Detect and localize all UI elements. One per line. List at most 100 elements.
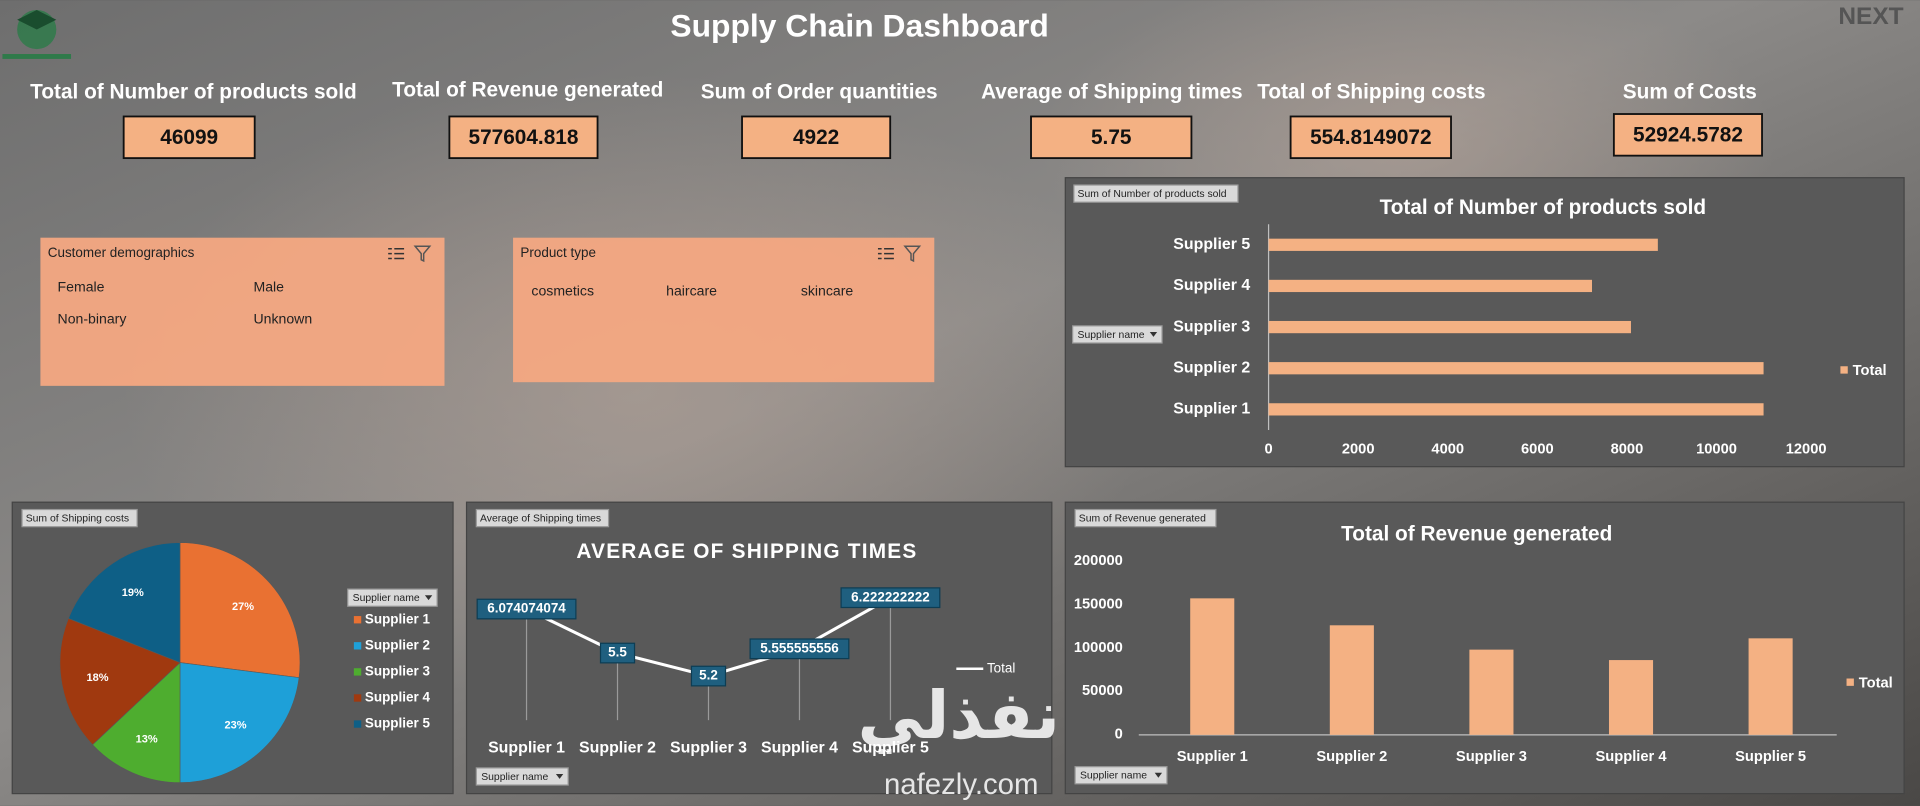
bar — [1268, 279, 1592, 293]
bar — [1268, 238, 1658, 251]
x-tick-label: Supplier 4 — [1596, 749, 1668, 765]
x-tick-label: Supplier 5 — [852, 740, 929, 757]
chart-title: Total of Revenue generated — [1341, 523, 1612, 546]
data-label: 27% — [232, 601, 254, 613]
legend-label: Total — [987, 660, 1015, 675]
data-label: 6.074074074 — [487, 601, 566, 616]
axis-field-button-label: Supplier name — [1078, 330, 1145, 341]
dashboard-title: Supply Chain Dashboard — [670, 8, 1048, 44]
slicer-item[interactable]: Male — [253, 279, 284, 295]
data-label-box — [599, 642, 636, 664]
legend-label: Supplier 5 — [365, 716, 431, 731]
x-tick-label: 0 — [1264, 441, 1272, 457]
pie-slice — [179, 662, 300, 783]
multi-select-button[interactable] — [388, 247, 405, 260]
kpi-value: 5.75 — [1091, 126, 1131, 149]
axis-field-button-label: Supplier name — [353, 593, 420, 604]
kpi-label: Total of Revenue generated — [392, 78, 663, 101]
x-tick-label: 10000 — [1696, 441, 1737, 457]
x-tick-label: Supplier 3 — [1456, 749, 1527, 765]
kpi-box — [1030, 115, 1193, 160]
axis-field-button-label: Supplier name — [481, 772, 548, 783]
y-tick-label: 100000 — [1074, 640, 1123, 656]
x-tick-label: Supplier 4 — [761, 740, 838, 757]
field-button-label: Sum of Revenue generated — [1079, 513, 1206, 524]
x-tick-label: Supplier 2 — [1316, 749, 1387, 765]
slicer-item[interactable]: Non-binary — [58, 310, 128, 326]
axis-field-button[interactable] — [347, 588, 438, 607]
pie-slice — [179, 542, 301, 678]
legend-label: Supplier 1 — [365, 611, 431, 626]
kpi-value: 577604.818 — [469, 126, 579, 149]
x-tick-label: Supplier 2 — [579, 740, 656, 757]
field-button[interactable] — [475, 508, 610, 528]
y-tick-label: Supplier 3 — [1173, 318, 1250, 335]
kpi-box — [1612, 113, 1763, 157]
y-tick-label: 150000 — [1074, 596, 1123, 612]
data-label: 5.5 — [608, 645, 627, 660]
legend-swatch — [1840, 366, 1848, 374]
legend-swatch — [353, 616, 362, 624]
legend-label: Total — [1859, 675, 1893, 691]
field-button-label: Average of Shipping times — [480, 513, 601, 524]
axis-field-button[interactable] — [1074, 766, 1168, 785]
kpi-value: 46099 — [160, 126, 218, 149]
data-label: 19% — [122, 587, 144, 599]
slicer-item[interactable]: Female — [58, 279, 105, 295]
slicer-title: Customer demographics — [48, 245, 195, 260]
slicer-item[interactable]: cosmetics — [531, 282, 594, 298]
legend-label: Supplier 4 — [365, 690, 431, 705]
field-button[interactable] — [21, 508, 138, 528]
kpi-box — [741, 115, 892, 160]
field-button-label: Sum of Shipping costs — [26, 513, 129, 524]
x-tick-label: Supplier 1 — [1177, 749, 1248, 765]
pie-slice — [59, 618, 181, 746]
field-button[interactable] — [1074, 508, 1217, 528]
x-tick-label: Supplier 3 — [670, 740, 747, 757]
watermark: nafezly.com — [884, 768, 1039, 801]
x-tick-label: 2000 — [1342, 441, 1375, 457]
y-tick-label: Supplier 1 — [1173, 401, 1250, 418]
legend-swatch — [353, 668, 362, 676]
kpi-label: Sum of Costs — [1623, 81, 1757, 104]
kpi-label: Total of Number of products sold — [30, 81, 357, 104]
dropdown-arrow — [555, 774, 564, 779]
kpi-value: 4922 — [793, 126, 839, 149]
slicer-item[interactable]: skincare — [801, 282, 854, 298]
slicer-item[interactable]: haircare — [666, 282, 717, 298]
field-button-label: Sum of Number of products sold — [1078, 189, 1227, 200]
data-label-box — [476, 598, 577, 620]
kpi-label: Total of Shipping costs — [1257, 81, 1485, 104]
logo — [2, 9, 72, 59]
clear-filter-button[interactable] — [413, 245, 432, 263]
legend-swatch — [353, 720, 362, 728]
slicer-panel — [513, 237, 935, 383]
field-button[interactable] — [1073, 184, 1239, 203]
clear-filter-button[interactable] — [903, 245, 922, 263]
data-label-box — [840, 587, 941, 609]
kpi-value: 52924.5782 — [1633, 124, 1743, 147]
data-label-box — [690, 665, 727, 687]
bar — [1329, 625, 1374, 735]
bar — [1268, 362, 1764, 375]
bar — [1268, 320, 1631, 334]
pie-slice — [92, 661, 181, 783]
kpi-value: 554.8149072 — [1310, 126, 1431, 149]
kpi-box — [448, 115, 599, 160]
axis-field-button[interactable] — [1072, 325, 1163, 344]
y-tick-label: Supplier 2 — [1173, 359, 1250, 376]
kpi-box — [122, 115, 256, 160]
axis-field-button[interactable] — [475, 767, 569, 786]
bar — [1190, 598, 1235, 735]
data-label: 18% — [86, 672, 108, 684]
bar — [1608, 660, 1654, 735]
multi-select-button[interactable] — [877, 247, 894, 260]
slicer-panel — [40, 237, 445, 386]
bar — [1469, 649, 1514, 735]
x-tick-label: 6000 — [1521, 441, 1554, 457]
data-label: 6.222222222 — [851, 589, 930, 604]
slicer-item[interactable]: Unknown — [253, 310, 312, 326]
watermark: نفذلي — [858, 677, 1060, 754]
